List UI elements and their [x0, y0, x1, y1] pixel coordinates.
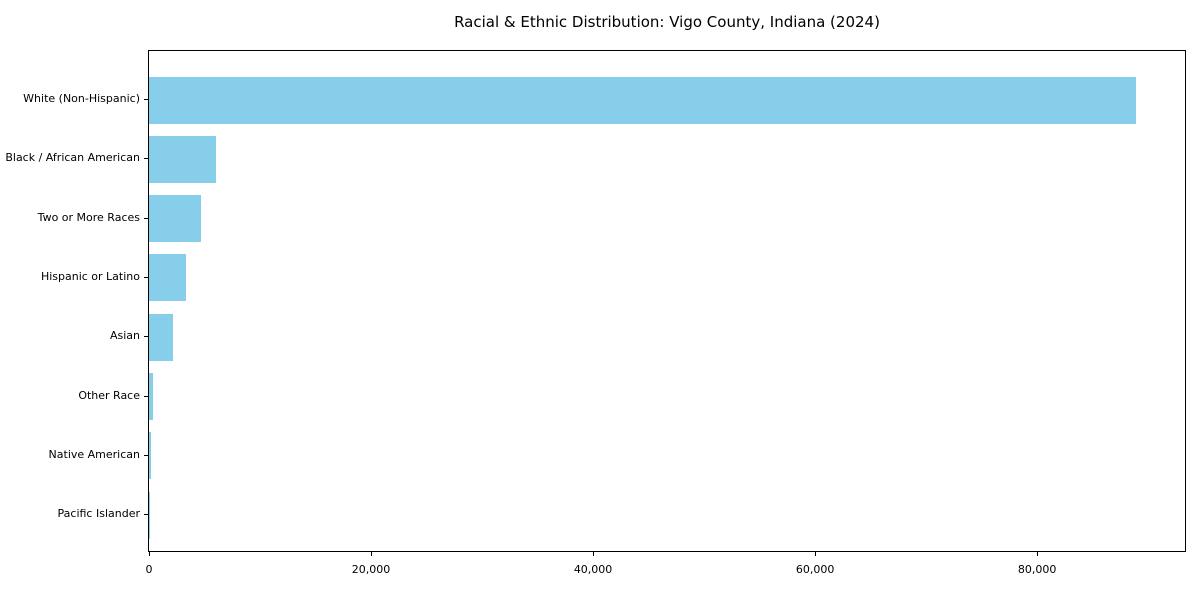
y-tick-label-pacific-islander: Pacific Islander — [57, 507, 140, 521]
y-tick-mark — [144, 217, 148, 219]
y-tick-mark — [144, 276, 148, 278]
y-tick-mark — [144, 99, 148, 100]
y-tick-label-asian: Asian — [109, 329, 140, 343]
y-tick-mark — [144, 336, 148, 338]
x-tick-mark — [148, 552, 150, 556]
y-tick-mark — [144, 395, 148, 397]
x-tick-mark — [1036, 552, 1038, 556]
y-tick-mark — [144, 514, 148, 516]
bar-white-non-hispanic — [149, 76, 1136, 124]
y-tick-label-two-or-more-races: Two or More Races — [37, 210, 140, 224]
bar-two-or-more-races — [149, 195, 202, 243]
bar-hispanic-or-latino — [149, 254, 186, 302]
x-tick-label-0: 0 — [145, 563, 153, 576]
bar-black-african-american — [149, 135, 216, 183]
bar-native-american — [149, 432, 151, 480]
x-tick-label-60000: 60,000 — [795, 563, 835, 576]
y-tick-mark — [144, 158, 148, 160]
chart-title: Racial & Ethnic Distribution: Vigo Count… — [454, 13, 880, 31]
y-tick-mark — [144, 454, 148, 456]
x-tick-mark — [370, 552, 372, 556]
x-tick-label-20000: 20,000 — [351, 563, 391, 576]
x-tick-mark — [814, 552, 816, 556]
x-tick-label-40000: 40,000 — [573, 563, 613, 576]
x-tick-mark — [592, 552, 594, 556]
y-tick-label-hispanic-or-latino: Hispanic or Latino — [40, 269, 140, 283]
bar-other-race — [149, 373, 154, 420]
y-tick-label-native-american: Native American — [48, 447, 140, 461]
bar-asian — [149, 313, 173, 361]
y-tick-label-black-african-american: Black / African American — [5, 151, 140, 165]
y-tick-label-other-race: Other Race — [78, 388, 140, 402]
y-tick-label-white-non-hispanic: White (Non-Hispanic) — [23, 92, 140, 105]
plot-area — [148, 50, 1186, 552]
x-tick-label-80000: 80,000 — [1017, 563, 1057, 576]
